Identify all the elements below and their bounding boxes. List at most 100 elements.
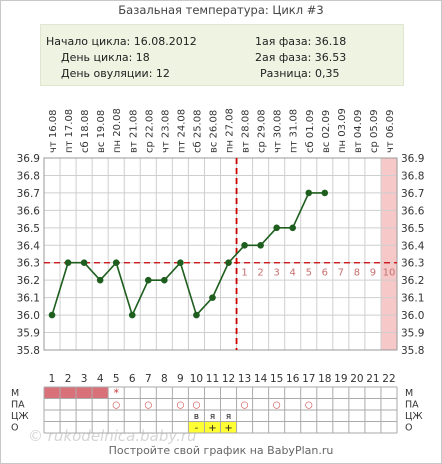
menses-cell bbox=[60, 387, 77, 399]
x-day-number: 19 bbox=[334, 373, 347, 385]
menses-cell bbox=[44, 387, 61, 399]
temperature-point bbox=[128, 311, 136, 319]
x-date-label: пт 17.08 bbox=[64, 109, 75, 153]
x-day-number: 15 bbox=[270, 373, 283, 385]
y-tick-right: 36.5 bbox=[401, 223, 424, 235]
row-label-left: М bbox=[11, 388, 19, 399]
x-day-number: 1 bbox=[49, 373, 56, 385]
x-date-label: вт 04.09 bbox=[353, 109, 364, 153]
x-date-label: вт 28.08 bbox=[241, 109, 252, 153]
difference-text: Разница: 0,35 bbox=[260, 67, 340, 80]
x-day-number: 8 bbox=[161, 373, 168, 385]
x-day-number: 9 bbox=[177, 373, 184, 385]
temperature-point bbox=[48, 311, 56, 319]
y-tick-right: 36.4 bbox=[401, 240, 425, 252]
temperature-point bbox=[305, 189, 313, 197]
x-day-number: 18 bbox=[318, 373, 331, 385]
ovulation-test-cell bbox=[188, 421, 205, 433]
ovulation-test-cell bbox=[204, 421, 221, 433]
x-date-label: вс 26.08 bbox=[208, 110, 219, 153]
x-date-label: сб 01.09 bbox=[305, 110, 316, 153]
luteal-day-label: 5 bbox=[306, 268, 312, 279]
x-day-number: 22 bbox=[382, 373, 395, 385]
m-star-mark: * bbox=[113, 387, 119, 400]
x-day-number: 5 bbox=[113, 373, 120, 385]
temperature-point bbox=[289, 224, 297, 232]
menses-cell bbox=[92, 387, 109, 399]
x-date-label: чт 06.09 bbox=[385, 109, 396, 153]
x-date-label: чт 23.08 bbox=[160, 109, 171, 153]
y-tick-right: 36.1 bbox=[401, 293, 424, 305]
x-day-number: 21 bbox=[366, 373, 379, 385]
luteal-day-label: 6 bbox=[322, 268, 328, 279]
temperature-point bbox=[193, 311, 200, 319]
x-date-label: пн 27.08 bbox=[225, 108, 236, 153]
x-day-number: 13 bbox=[238, 373, 251, 385]
y-tick-right: 36.9 bbox=[401, 153, 424, 165]
row-label-right: ПА bbox=[405, 400, 419, 411]
phase2-text: 2ая фаза: 36.53 bbox=[255, 51, 347, 64]
x-day-number: 7 bbox=[145, 373, 152, 385]
footer-link[interactable]: Постройте свой график на BabyPlan.ru bbox=[108, 444, 334, 457]
cm-mark: я bbox=[210, 412, 215, 422]
x-day-number: 16 bbox=[286, 373, 300, 385]
x-date-label: вт 21.08 bbox=[128, 109, 139, 153]
temperature-point bbox=[96, 276, 104, 284]
menses-cell bbox=[76, 387, 93, 399]
watermark-text: © rukodelnica.baby.ru bbox=[28, 427, 197, 445]
x-date-label: сб 18.08 bbox=[80, 110, 91, 153]
row-label-right: О bbox=[405, 423, 412, 434]
y-tick-left: 35.8 bbox=[17, 345, 40, 357]
x-date-label: чт 30.08 bbox=[273, 109, 284, 153]
y-tick-left: 36.6 bbox=[17, 205, 41, 217]
x-date-label: пн 03.09 bbox=[337, 108, 348, 153]
x-date-label: пн 20.08 bbox=[112, 108, 123, 153]
x-date-label: пт 31.08 bbox=[289, 109, 300, 153]
x-day-number: 10 bbox=[190, 373, 203, 385]
plot-border bbox=[43, 157, 398, 351]
x-date-label: сб 25.08 bbox=[192, 110, 203, 153]
luteal-day-label: 9 bbox=[370, 268, 376, 279]
pa-circle-mark: ○ bbox=[241, 401, 249, 411]
cm-mark: я bbox=[226, 412, 231, 422]
x-date-label: вс 02.09 bbox=[321, 110, 332, 153]
temperature-point bbox=[225, 259, 232, 267]
luteal-day-label: 3 bbox=[273, 268, 279, 279]
x-date-label: пт 24.08 bbox=[176, 109, 187, 153]
o-mark: - bbox=[195, 423, 199, 434]
y-tick-left: 35.9 bbox=[17, 328, 40, 340]
luteal-day-label: 4 bbox=[290, 268, 296, 279]
phase1-text: 1ая фаза: 36.18 bbox=[255, 35, 347, 48]
x-day-number: 14 bbox=[254, 373, 268, 385]
temperature-point bbox=[161, 276, 168, 284]
y-tick-right: 36.0 bbox=[401, 310, 424, 322]
x-date-label: вс 19.08 bbox=[96, 110, 107, 153]
y-tick-left: 36.3 bbox=[17, 258, 40, 270]
ovulation-day-text: День овуляции: 12 bbox=[61, 67, 170, 80]
y-tick-left: 36.5 bbox=[17, 223, 40, 235]
luteal-day-label: 1 bbox=[241, 268, 247, 279]
x-day-number: 17 bbox=[302, 373, 315, 385]
pa-circle-mark: ○ bbox=[305, 401, 313, 411]
y-tick-right: 36.7 bbox=[401, 188, 424, 200]
x-date-label: ср 05.09 bbox=[369, 109, 380, 153]
chart-title: Базальная температура: Цикл #3 bbox=[118, 3, 324, 17]
cycle-start-text: Начало цикла: 16.08.2012 bbox=[46, 35, 197, 48]
temperature-point bbox=[321, 189, 329, 197]
x-day-number: 12 bbox=[222, 373, 235, 385]
temperature-point bbox=[273, 224, 280, 232]
temperature-point bbox=[144, 276, 152, 284]
row-label-right: ЦЖ bbox=[405, 411, 423, 422]
x-day-number: 3 bbox=[81, 373, 88, 385]
luteal-day-label: 7 bbox=[338, 268, 344, 279]
y-tick-right: 36.3 bbox=[401, 258, 424, 270]
pa-circle-mark: ○ bbox=[144, 401, 152, 411]
x-date-label: ср 22.08 bbox=[144, 109, 155, 153]
x-date-label: ср 29.08 bbox=[257, 109, 268, 153]
pa-circle-mark: ○ bbox=[193, 401, 201, 411]
temperature-point bbox=[257, 241, 264, 249]
highlight-column bbox=[380, 158, 397, 350]
luteal-day-label: 8 bbox=[354, 268, 360, 279]
x-day-number: 11 bbox=[206, 373, 219, 385]
temperature-point bbox=[177, 259, 184, 267]
